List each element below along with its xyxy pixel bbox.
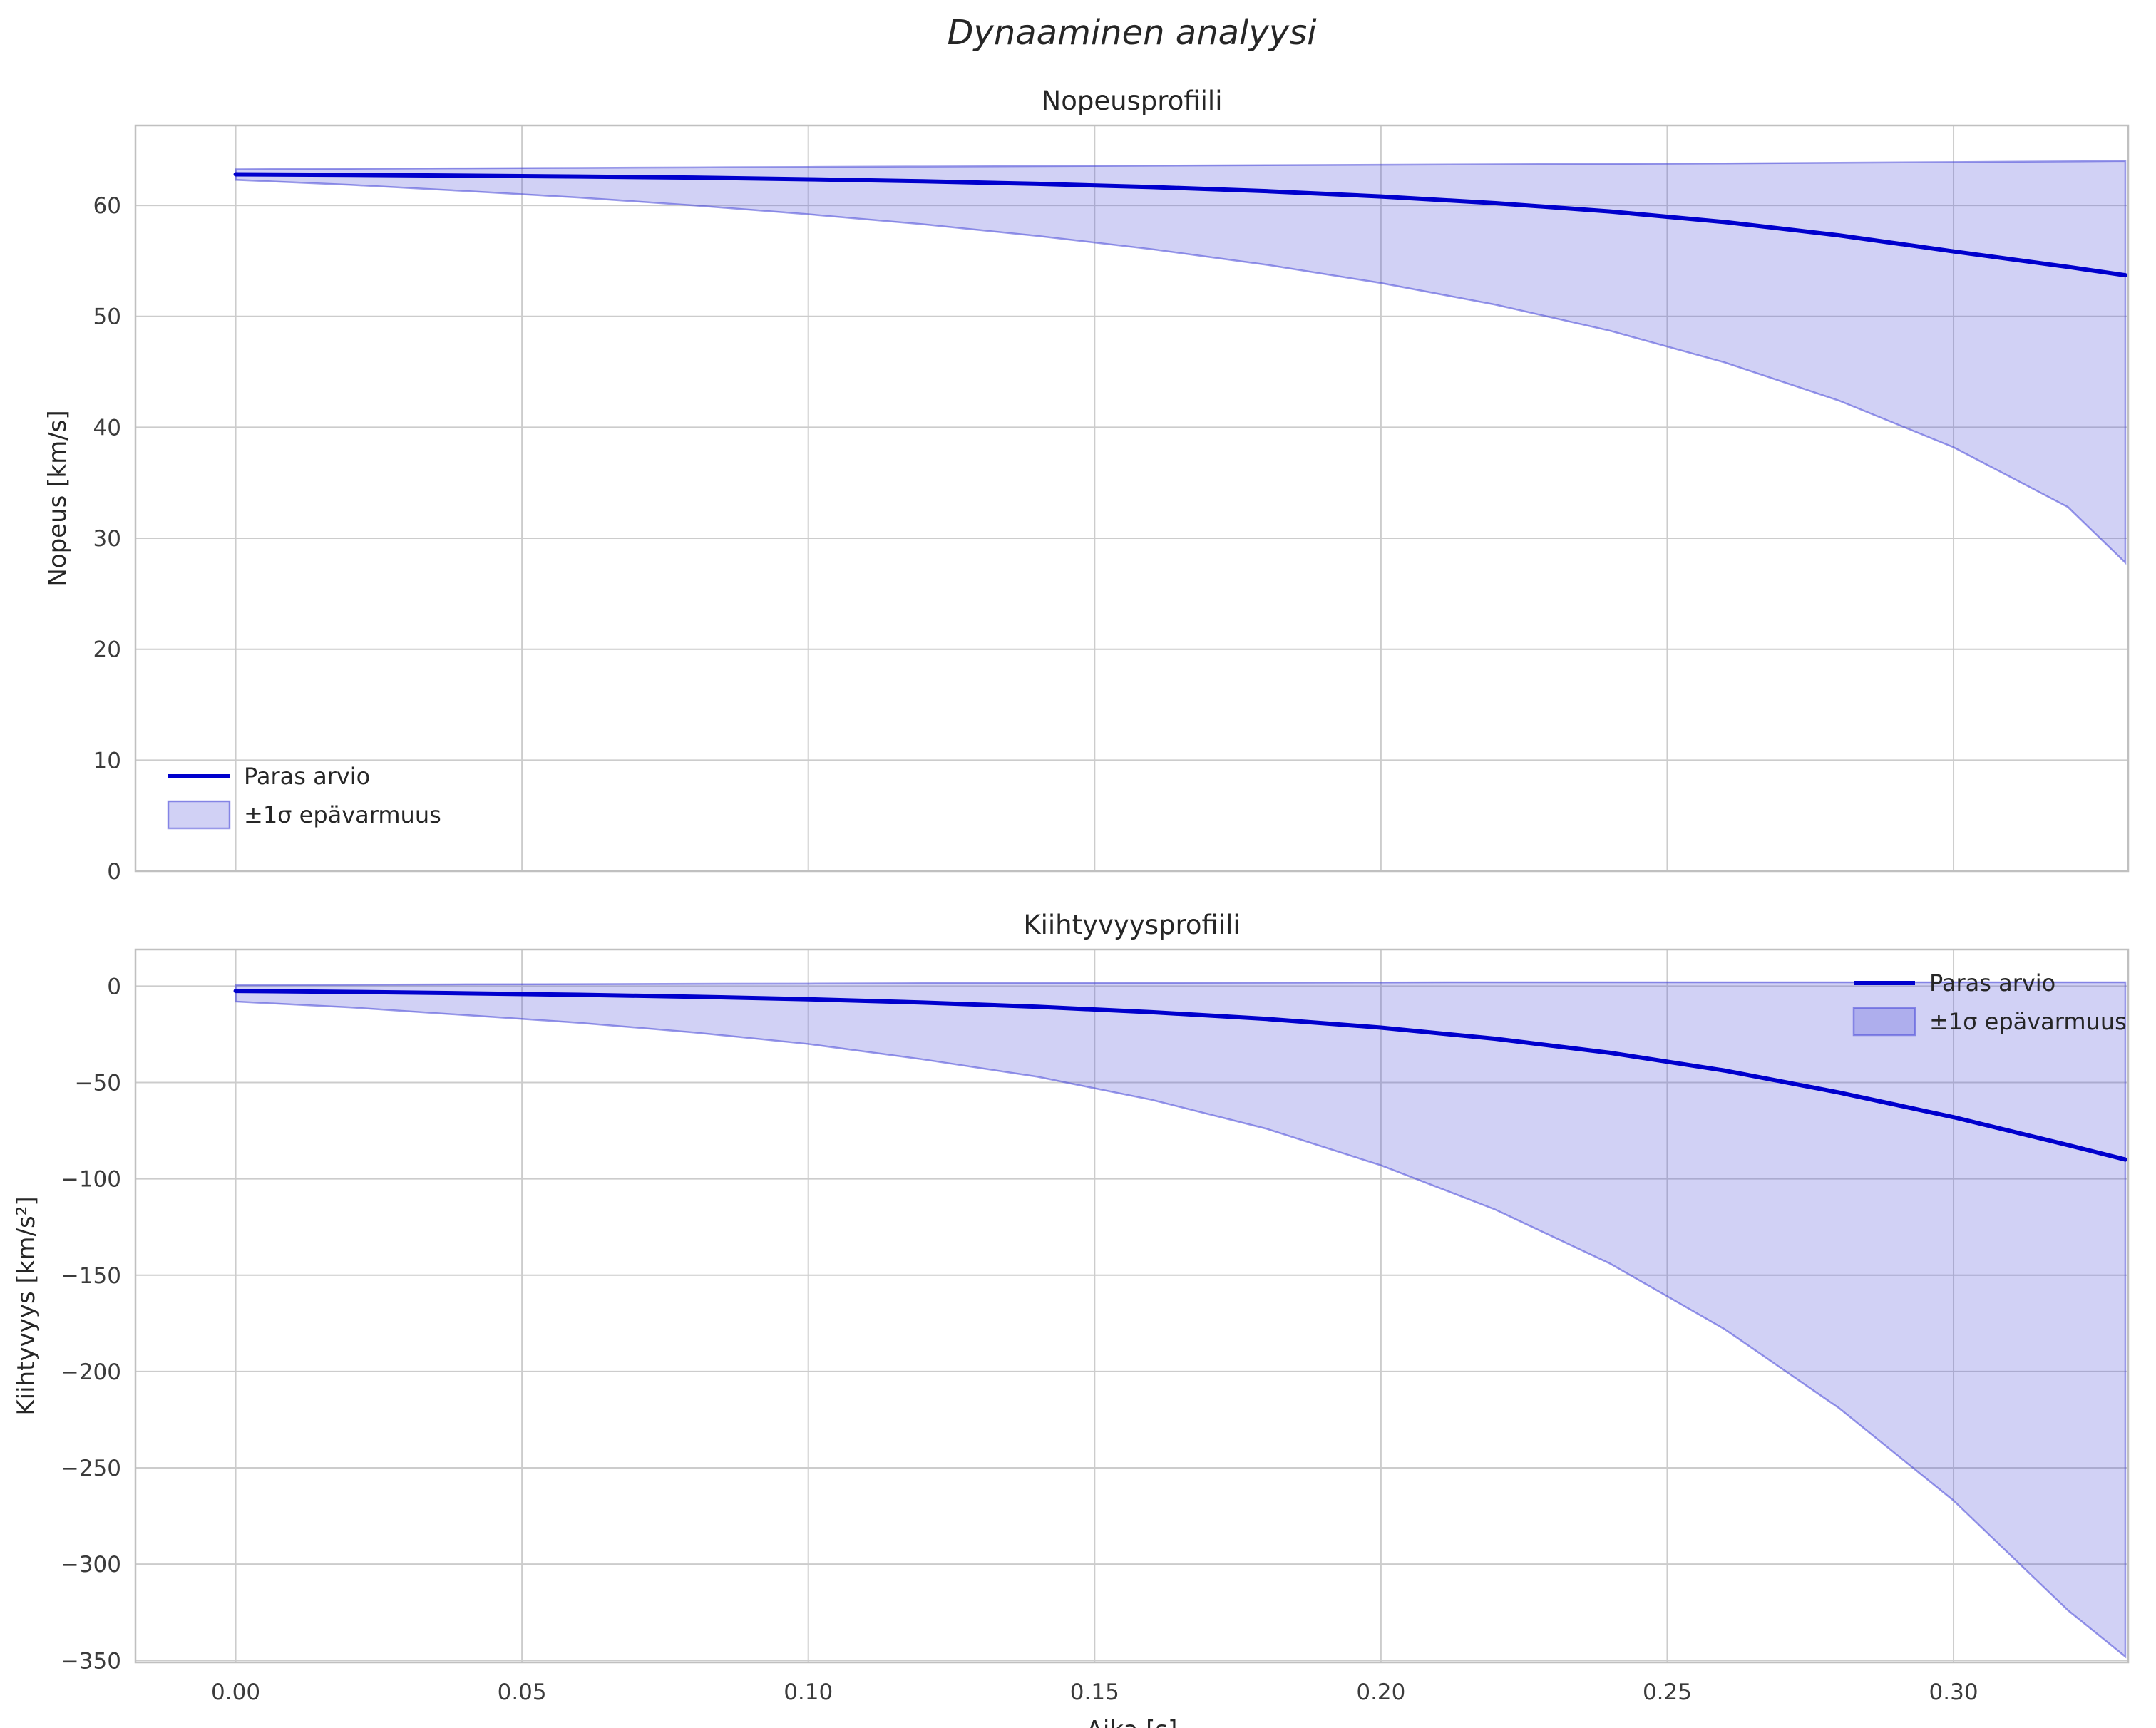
ytick-label: 40 <box>93 415 121 441</box>
ytick-label: 30 <box>93 526 121 552</box>
subplot-title: Kiihtyvyysprofiili <box>1023 910 1240 940</box>
legend-band-label: ±1σ epävarmuus <box>244 801 441 828</box>
figure-title: Dynaaminen analyysi <box>947 13 1317 53</box>
ytick-label: 60 <box>93 193 121 219</box>
ytick-label: −150 <box>61 1263 121 1289</box>
xtick-label: 0.20 <box>1356 1680 1405 1705</box>
ytick-label: −250 <box>61 1456 121 1481</box>
ytick-label: 0 <box>107 974 121 999</box>
legend-band-sample <box>1852 1007 1916 1037</box>
legend-band-sample <box>167 800 231 830</box>
xtick-label: 0.30 <box>1929 1680 1978 1705</box>
uncertainty-band <box>235 981 2127 1659</box>
ytick-label: 20 <box>93 637 121 663</box>
legend-band-label: ±1σ epävarmuus <box>1929 1008 2127 1035</box>
y-axis-label: Nopeus [km/s] <box>43 410 72 586</box>
y-axis-label: Kiihtyvyys [km/s²] <box>12 1196 41 1415</box>
axes-frame <box>134 124 2130 873</box>
xtick-label: 0.15 <box>1070 1680 1119 1705</box>
ytick-label: −350 <box>61 1648 121 1674</box>
legend-line-label: Paras arvio <box>1929 970 2055 997</box>
best-estimate-line <box>233 172 2127 278</box>
legend-line-label: Paras arvio <box>244 763 370 790</box>
ytick-label: −300 <box>61 1552 121 1578</box>
velocity-chart: Nopeusprofiili 0 10 20 30 40 50 60 Nopeus [km/s]… <box>43 86 2130 885</box>
ytick-label: 0 <box>107 859 121 885</box>
axes-frame <box>134 948 2130 1664</box>
ytick-label: 50 <box>93 304 121 330</box>
xtick-label: 0.10 <box>784 1680 833 1705</box>
ytick-label: −200 <box>61 1359 121 1385</box>
ytick-label: −50 <box>75 1070 121 1096</box>
acceleration-chart: Kiihtyvyysprofiili 0 −50 −100 −150 −200 −250 −3… <box>12 910 2130 1728</box>
ytick-label: 10 <box>93 748 121 773</box>
xtick-label: 0.25 <box>1643 1680 1692 1705</box>
xtick-label: 0.05 <box>498 1680 547 1705</box>
legend: Paras arvio ±1σ epävarmuus <box>167 763 441 830</box>
ytick-label: −100 <box>61 1167 121 1193</box>
uncertainty-band <box>235 160 2127 565</box>
subplot-title: Nopeusprofiili <box>1042 86 1223 116</box>
best-estimate-line <box>233 989 2127 1162</box>
legend: Paras arvio ±1σ epävarmuus <box>1852 970 2127 1037</box>
xtick-label: 0.00 <box>211 1680 260 1705</box>
x-axis-label: Aika [s] <box>1087 1716 1178 1728</box>
